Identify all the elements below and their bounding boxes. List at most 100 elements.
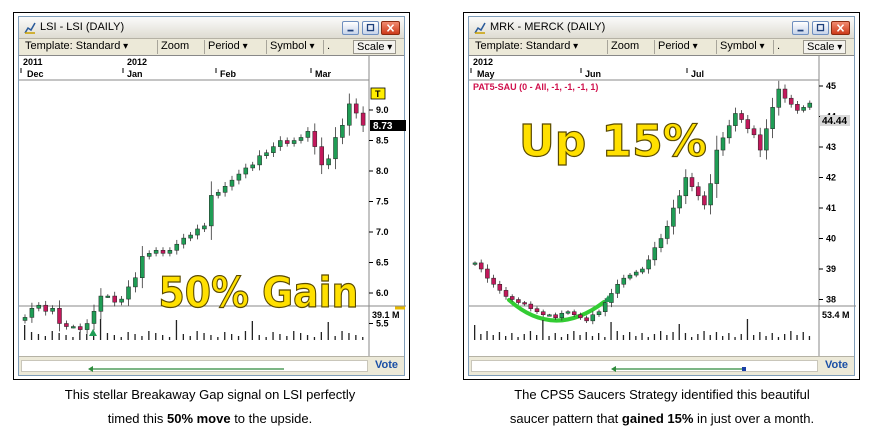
chart-scrollbar[interactable] (21, 360, 368, 372)
candle (652, 247, 658, 261)
month-label: Jul (691, 69, 704, 79)
caption-left: This stellar Breakaway Gap signal on LSI… (0, 383, 430, 431)
candle (497, 284, 503, 291)
month-label: Mar (315, 69, 332, 79)
chart-app-icon (474, 22, 486, 34)
vote-button[interactable]: Vote (374, 359, 398, 371)
dot-button[interactable]: . (773, 40, 783, 54)
candle (29, 308, 35, 318)
candle (534, 308, 540, 312)
volume-bar (548, 336, 550, 340)
volume-bar (162, 335, 164, 340)
candle (215, 192, 221, 196)
volume-bar (244, 331, 247, 340)
scrollbar-track-svg (88, 366, 284, 372)
last-price-label: 8.73 (373, 121, 393, 132)
volume-bar (286, 336, 288, 340)
template-dropdown[interactable]: Template: Standard (22, 40, 131, 54)
zoom-button[interactable]: Zoom (157, 40, 192, 54)
price-chart: 2012 May Jun Jul PAT5-SAU (0 - All, -1, … (469, 55, 856, 358)
price-tick-label: 40 (826, 234, 836, 244)
period-dropdown[interactable]: Period (654, 40, 701, 54)
volume-bar (293, 331, 295, 340)
candle (516, 299, 521, 303)
chart-scrollbar[interactable] (471, 360, 818, 372)
volume-bar (802, 332, 804, 340)
candle (229, 179, 235, 187)
close-button[interactable] (381, 21, 400, 35)
volume-bar (58, 333, 60, 340)
candle (578, 314, 583, 319)
candle (807, 102, 813, 108)
volume-bar (251, 321, 253, 340)
candle (140, 256, 145, 278)
template-dropdown[interactable]: Template: Standard (472, 40, 581, 54)
candle (71, 326, 76, 329)
symbol-dropdown[interactable]: Symbol (266, 40, 318, 54)
candle (271, 146, 276, 153)
maximize-button[interactable] (812, 21, 829, 35)
scrollbar-track-svg (611, 366, 746, 372)
last-price-label: 44.44 (822, 116, 847, 127)
candle (590, 314, 596, 322)
volume-bar (647, 337, 649, 340)
candle (702, 195, 707, 206)
volume-bar (224, 332, 226, 340)
candle (733, 113, 738, 126)
volume-bar (51, 331, 53, 340)
volume-bar (265, 337, 267, 340)
scroll-left-arrow-icon[interactable] (88, 366, 93, 372)
mrk-chart-window: MRK - MERCK (DAILY) Template: Standard Z… (468, 16, 856, 376)
volume-bar (237, 336, 240, 340)
month-label: Dec (27, 69, 44, 79)
candle (291, 140, 297, 144)
volume-bar (148, 331, 150, 340)
price-tick-label: 39 (826, 264, 836, 274)
candle (305, 131, 311, 138)
month-label: Jun (585, 69, 601, 79)
signal-marker-label: T (375, 89, 381, 99)
dot-button[interactable]: . (323, 40, 333, 54)
scroll-thumb[interactable] (742, 367, 746, 371)
minimize-button[interactable] (342, 21, 359, 35)
volume-bar (44, 336, 46, 340)
mrk-titlebar[interactable]: MRK - MERCK (DAILY) (469, 17, 854, 39)
lsi-titlebar[interactable]: LSI - LSI (DAILY) (19, 17, 404, 39)
volume-bar (808, 336, 811, 340)
scroll-left-arrow-icon[interactable] (611, 366, 616, 372)
candle (202, 225, 207, 230)
candle (714, 149, 720, 184)
scale-dropdown[interactable]: Scale (803, 40, 847, 54)
minimize-icon (797, 29, 804, 32)
candle (640, 268, 645, 273)
lsi-chart-window: LSI - LSI (DAILY) Template: Standard Zoo… (18, 16, 406, 376)
period-dropdown[interactable]: Period (204, 40, 251, 54)
zoom-button[interactable]: Zoom (607, 40, 642, 54)
candle (243, 167, 249, 175)
volume-bar (573, 331, 575, 340)
vote-button[interactable]: Vote (824, 359, 848, 371)
volume-bar (629, 332, 631, 340)
price-chart-svg: 2011 2012 Dec Jan Feb Mar 9.0 8.5 8.0 7.5 7.… (19, 56, 406, 358)
scale-dropdown[interactable]: Scale (353, 40, 397, 54)
price-tick-label: 38 (826, 295, 836, 305)
year-label: 2012 (127, 57, 147, 67)
candle (174, 243, 180, 251)
close-button[interactable] (831, 21, 850, 35)
year-label: 2012 (473, 57, 493, 67)
symbol-dropdown[interactable]: Symbol (716, 40, 768, 54)
volume-bar (203, 333, 205, 340)
price-tick-label: 41 (826, 203, 836, 213)
candle (353, 103, 359, 114)
minimize-button[interactable] (792, 21, 809, 35)
volume-bar (560, 337, 563, 340)
candle (340, 125, 345, 138)
volume-bar (348, 333, 350, 340)
last-price-box (820, 115, 850, 126)
window-title: MRK - MERCK (DAILY) (490, 21, 606, 33)
volume-bar (300, 333, 302, 340)
price-tick-label: 5.5 (376, 319, 389, 329)
candle (584, 317, 589, 322)
maximize-button[interactable] (362, 21, 379, 35)
candle (782, 88, 788, 99)
